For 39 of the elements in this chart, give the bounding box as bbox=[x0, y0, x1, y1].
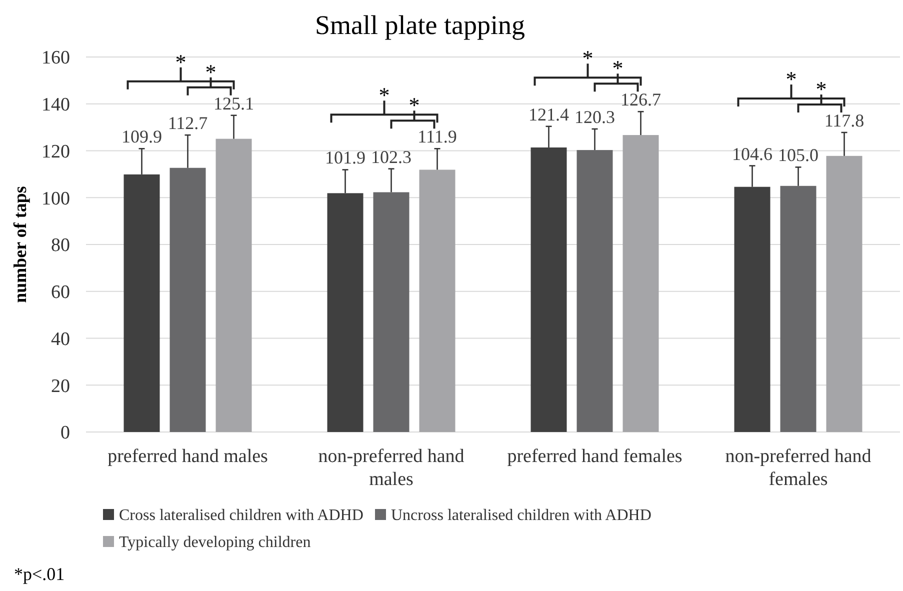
annotation: * bbox=[816, 76, 827, 102]
annotation: * bbox=[582, 46, 594, 71]
x-tick-label: preferred hand females bbox=[507, 446, 682, 467]
annotation: * bbox=[205, 59, 216, 84]
data-label: 117.8 bbox=[824, 110, 864, 130]
y-tick-label: 80 bbox=[51, 235, 70, 256]
y-tick-label: 100 bbox=[42, 188, 70, 210]
data-label: 125.1 bbox=[214, 93, 254, 114]
data-label: 104.6 bbox=[732, 144, 772, 164]
x-tick-label: non-preferred hand males bbox=[318, 446, 465, 490]
y-tick-label: 60 bbox=[51, 282, 70, 304]
annotation: * bbox=[378, 82, 390, 108]
data-label: 120.3 bbox=[574, 106, 615, 127]
legend-label: Uncross lateralised children with ADHD bbox=[391, 507, 652, 524]
data-label: 102.3 bbox=[371, 146, 412, 167]
y-tick-label: 40 bbox=[51, 328, 70, 350]
legend-label: Cross lateralised children with ADHD bbox=[119, 507, 364, 524]
y-tick-label: 20 bbox=[51, 376, 70, 397]
annotation: * bbox=[175, 49, 186, 74]
x-tick-label: preferred hand males bbox=[108, 446, 268, 467]
data-label: 126.7 bbox=[620, 90, 661, 110]
y-tick-label: 140 bbox=[42, 94, 70, 116]
y-tick-label: 0 bbox=[60, 422, 70, 444]
data-label: 112.7 bbox=[168, 113, 208, 134]
data-label: 101.9 bbox=[325, 148, 366, 168]
legend-label: Typically developing children bbox=[119, 534, 311, 551]
chart-title: Small plate tapping bbox=[315, 10, 525, 40]
annotation: * bbox=[612, 56, 624, 81]
y-tick-label: 160 bbox=[42, 48, 70, 69]
annotation: * bbox=[408, 92, 420, 118]
data-label: 105.0 bbox=[778, 145, 818, 166]
y-axis-title: number of taps bbox=[10, 186, 30, 303]
text: *p<.01 bbox=[14, 564, 65, 584]
x-tick-label: non-preferred hand females bbox=[725, 446, 872, 490]
data-label: 121.4 bbox=[528, 104, 569, 124]
y-tick-label: 120 bbox=[42, 141, 70, 162]
annotation: * bbox=[786, 66, 797, 92]
data-label: 111.9 bbox=[418, 126, 457, 147]
data-label: 109.9 bbox=[122, 126, 162, 147]
